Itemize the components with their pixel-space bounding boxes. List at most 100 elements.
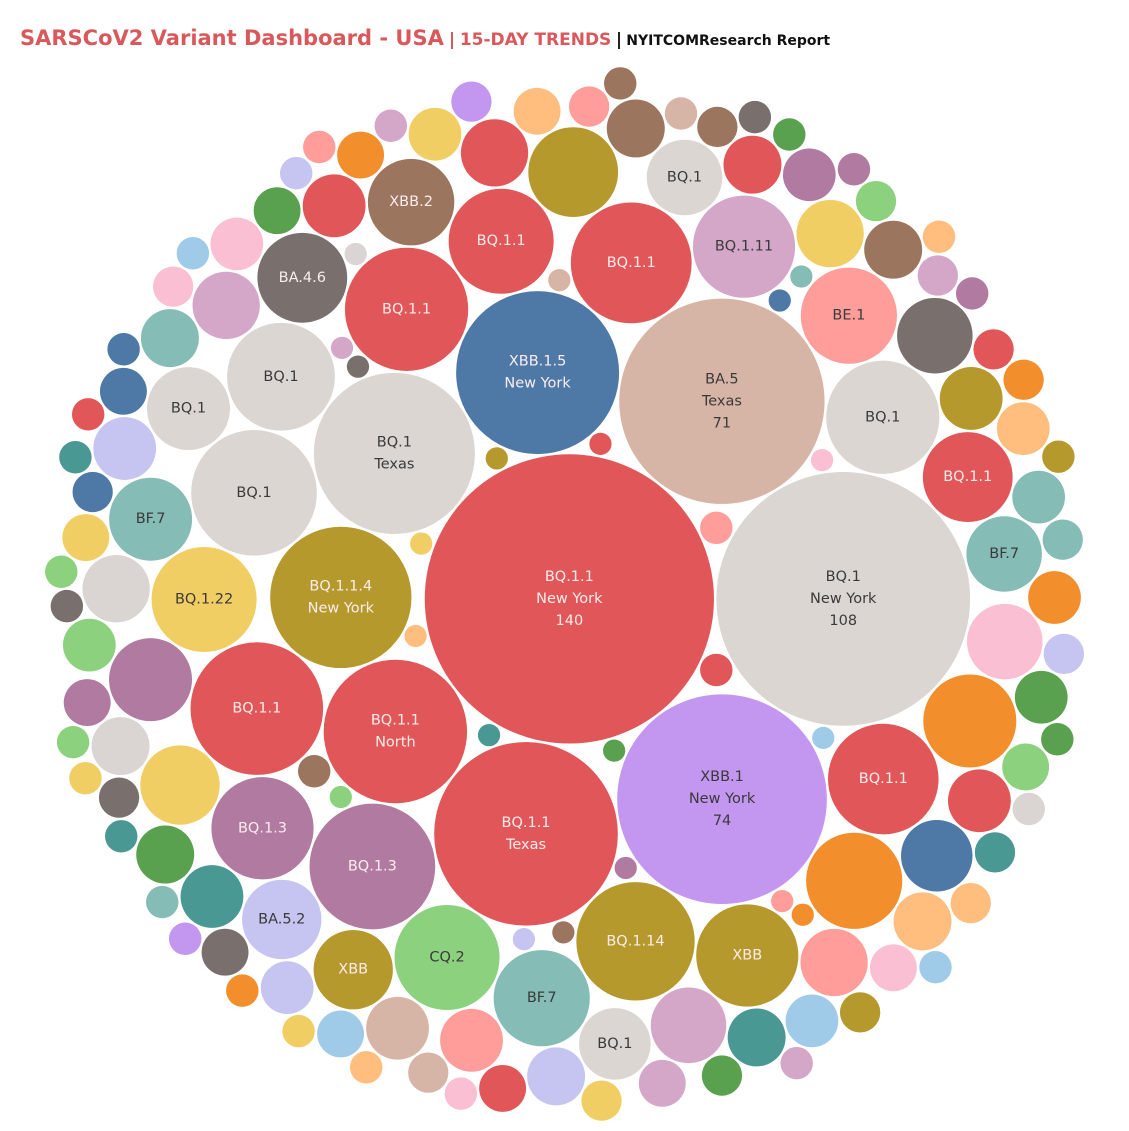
bubble bbox=[528, 127, 619, 218]
bubble bbox=[346, 355, 370, 378]
bubble bbox=[1012, 470, 1066, 524]
bubble bbox=[513, 87, 561, 135]
bubble bbox=[146, 885, 179, 919]
bubble bbox=[1014, 670, 1068, 724]
bubble-label: BA.5 bbox=[705, 371, 738, 387]
bubble bbox=[303, 130, 336, 164]
bubble bbox=[579, 1008, 651, 1080]
bubble-region: New York bbox=[689, 791, 756, 807]
bubble bbox=[313, 372, 475, 534]
bubble bbox=[408, 107, 462, 161]
bubble-label: BQ.1 bbox=[865, 409, 900, 425]
bubble bbox=[974, 832, 1016, 873]
bubble bbox=[604, 67, 637, 100]
bubble bbox=[837, 152, 871, 186]
bubble bbox=[727, 1008, 786, 1067]
bubble bbox=[337, 131, 385, 179]
bubble bbox=[176, 237, 210, 270]
bubble bbox=[71, 398, 105, 431]
bubble-value: 140 bbox=[556, 613, 584, 629]
bubble bbox=[512, 928, 536, 951]
bubble bbox=[1041, 723, 1074, 756]
bubble bbox=[448, 188, 554, 294]
bubble bbox=[91, 717, 150, 776]
bubble-label: BQ.1.3 bbox=[238, 820, 287, 836]
bubble bbox=[444, 1077, 478, 1110]
bubble bbox=[897, 297, 973, 374]
bubble bbox=[768, 289, 791, 312]
bubble-region: North bbox=[375, 734, 416, 750]
bubble bbox=[201, 928, 249, 976]
bubble bbox=[147, 367, 230, 451]
bubble bbox=[253, 187, 301, 235]
bubble bbox=[917, 255, 958, 296]
bubble bbox=[796, 199, 864, 268]
bubble bbox=[812, 726, 835, 750]
bubble bbox=[1042, 440, 1075, 473]
bubble bbox=[923, 674, 1017, 768]
bubble bbox=[1012, 792, 1045, 826]
bubble-label: BQ.1 bbox=[667, 170, 702, 186]
bubble-label: XBB bbox=[338, 962, 368, 978]
bubble-label: BQ.1.1 bbox=[545, 569, 594, 585]
bubble bbox=[408, 1052, 449, 1093]
bubble bbox=[581, 1080, 622, 1121]
bubble bbox=[864, 220, 923, 279]
bubble bbox=[282, 1014, 315, 1048]
bubble bbox=[701, 1055, 743, 1096]
bubble-region: New York bbox=[308, 600, 375, 616]
bubble bbox=[947, 769, 1011, 833]
bubble bbox=[485, 447, 508, 470]
bubble bbox=[211, 777, 314, 880]
bubble bbox=[782, 148, 836, 202]
bubble bbox=[791, 903, 814, 926]
bubble bbox=[700, 653, 733, 687]
bubble bbox=[344, 242, 367, 266]
chart-subtitle: 15-DAY TRENDS bbox=[450, 32, 621, 49]
bubble bbox=[570, 202, 692, 324]
bubble bbox=[226, 974, 259, 1007]
bubble-label: XBB bbox=[732, 947, 762, 963]
bubble bbox=[922, 220, 956, 253]
bubble bbox=[723, 135, 782, 194]
bubble-label: BQ.1.1 bbox=[502, 815, 551, 831]
bubble-label: BQ.1.14 bbox=[606, 933, 664, 949]
bubble bbox=[828, 723, 939, 835]
bubble bbox=[309, 803, 436, 930]
bubble bbox=[456, 291, 620, 455]
bubble bbox=[939, 367, 1003, 430]
bubble bbox=[69, 762, 102, 795]
bubble-label: BQ.1.3 bbox=[348, 859, 397, 875]
bubble bbox=[140, 309, 199, 368]
bubble bbox=[99, 367, 147, 415]
bubble bbox=[1003, 359, 1044, 400]
bubble bbox=[479, 1064, 527, 1112]
bubble bbox=[434, 741, 618, 926]
bubble bbox=[800, 267, 897, 364]
bubble bbox=[922, 432, 1013, 523]
bubble bbox=[366, 996, 429, 1060]
bubble bbox=[576, 882, 695, 1001]
bubble-label: XBB.2 bbox=[389, 194, 433, 210]
bubble bbox=[696, 904, 799, 1007]
bubble bbox=[440, 1008, 503, 1072]
bubble bbox=[603, 739, 626, 762]
bubble-label: XBB.1 bbox=[700, 769, 744, 785]
bubble bbox=[98, 777, 140, 818]
bubble bbox=[900, 819, 973, 892]
bubble bbox=[62, 514, 110, 561]
bubble bbox=[664, 97, 698, 130]
bubble bbox=[826, 360, 940, 474]
bubble bbox=[404, 624, 427, 648]
bubble bbox=[950, 882, 991, 924]
bubble bbox=[692, 195, 796, 298]
bubble bbox=[374, 109, 408, 142]
bubble bbox=[424, 454, 714, 744]
bubble-region: New York bbox=[504, 376, 571, 392]
bubble bbox=[1028, 571, 1081, 624]
bubble bbox=[59, 441, 92, 474]
bubble bbox=[109, 477, 193, 561]
bubble-label: BQ.1 bbox=[236, 485, 271, 501]
bubble bbox=[317, 1010, 365, 1058]
